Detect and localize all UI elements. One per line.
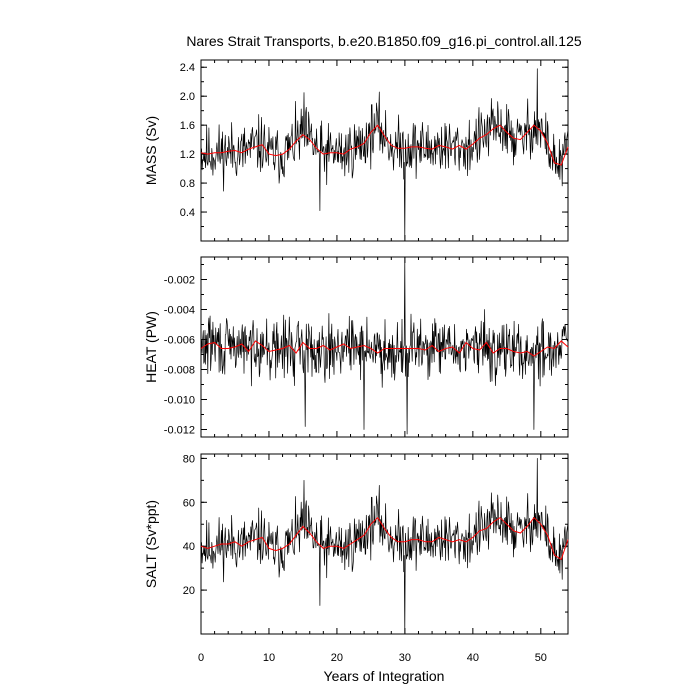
panel-0: 0.4 0.8 1.2 1.6 2.0 2.4 MASS (Sv) (143, 59, 569, 242)
y-axis-label: MASS (Sv) (143, 116, 159, 185)
y-tick-label: -0.008 (164, 365, 195, 377)
y-tick-label: 40 (183, 541, 195, 553)
y-tick-label: 0.8 (180, 178, 195, 190)
x-tick-label: 0 (198, 652, 204, 664)
panel-2: 20 40 60 80 0 10 20 30 40 50 SALT (Sv*ppt) (143, 453, 569, 664)
y-tick-label: 0.4 (180, 207, 195, 219)
chart-title: Nares Strait Transports, b.e20.B1850.f09… (186, 33, 582, 49)
series-raw (200, 458, 569, 634)
plot-frame (200, 59, 569, 242)
y-tick-label: 2.0 (180, 91, 195, 103)
x-axis-label: Years of Integration (324, 668, 445, 684)
y-tick-label: -0.004 (164, 305, 195, 317)
x-tick-label: 30 (399, 652, 411, 664)
y-tick-label: 1.2 (180, 149, 195, 161)
y-tick-label: 80 (183, 453, 195, 465)
y-tick-label: -0.010 (164, 395, 195, 407)
y-tick-label: -0.002 (164, 275, 195, 287)
x-tick-label: 20 (331, 652, 343, 664)
series-raw (200, 68, 569, 240)
series-smoothed (200, 340, 569, 357)
y-tick-label: 1.6 (180, 120, 195, 132)
series-smoothed (200, 124, 569, 166)
series-raw (200, 256, 569, 435)
series-smoothed (200, 516, 569, 561)
y-axis-label: SALT (Sv*ppt) (143, 500, 159, 588)
y-tick-label: 20 (183, 585, 195, 597)
y-tick-label: 60 (183, 497, 195, 509)
x-tick-label: 40 (467, 652, 479, 664)
y-axis-label: HEAT (PW) (143, 311, 159, 383)
y-tick-label: -0.006 (164, 335, 195, 347)
plot-frame (200, 453, 569, 635)
x-tick-label: 50 (535, 652, 547, 664)
y-tick-label: -0.012 (164, 425, 195, 437)
panel-1: -0.012 -0.010 -0.008 -0.006 -0.004 -0.002 HEAT… (143, 256, 569, 438)
y-tick-label: 2.4 (180, 62, 195, 74)
x-tick-label: 10 (263, 652, 275, 664)
